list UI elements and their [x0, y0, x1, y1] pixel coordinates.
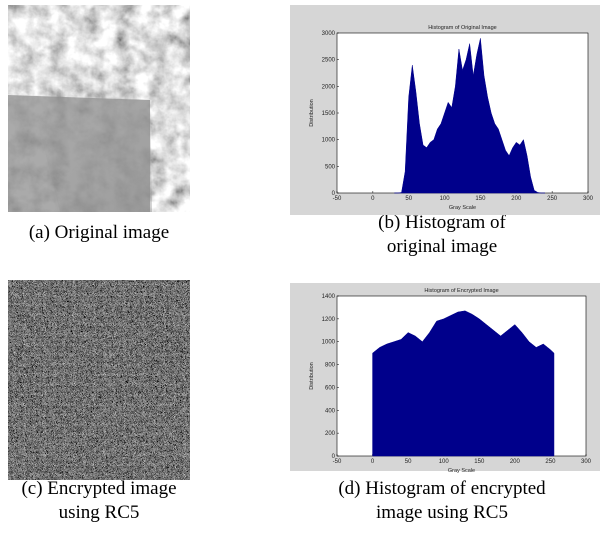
- y-tick-label: 2500: [322, 58, 336, 64]
- y-tick-label: 500: [325, 164, 336, 170]
- y-tick-label: 800: [325, 363, 336, 369]
- y-tick-label: 200: [325, 431, 336, 437]
- y-tick-label: 1200: [322, 317, 336, 323]
- caption: (a) Original image: [29, 222, 169, 243]
- histogram-panel: Histogram of Encrypted Image Gray Scale Di…: [290, 283, 600, 474]
- y-axis-label: Distribution: [309, 99, 315, 127]
- y-tick-label: 1000: [322, 138, 336, 144]
- caption: using RC5: [59, 502, 140, 523]
- x-tick-label: 150: [475, 196, 486, 202]
- encrypted-image: [8, 280, 190, 480]
- x-tick-label: 50: [405, 459, 412, 465]
- x-axis-label: Gray Scale: [449, 205, 476, 211]
- x-axis-label: Gray Scale: [448, 468, 475, 474]
- x-tick-label: 300: [583, 196, 594, 202]
- histogram-panel: Histogram of Original Image Gray Scale Dis…: [290, 5, 600, 215]
- x-tick-label: 250: [547, 196, 558, 202]
- figure: (a) Original image (b) Histogram of origin…: [0, 0, 611, 533]
- x-tick-label: 200: [510, 459, 521, 465]
- caption: (c) Encrypted image: [21, 478, 176, 499]
- x-tick-label: 100: [439, 459, 450, 465]
- y-tick-label: 2000: [322, 84, 336, 90]
- caption: image using RC5: [376, 502, 508, 523]
- x-tick-label: 200: [511, 196, 522, 202]
- x-tick-label: 100: [440, 196, 451, 202]
- y-tick-label: 600: [325, 385, 336, 391]
- original-image: [8, 5, 190, 212]
- y-tick-label: 1400: [322, 294, 336, 300]
- caption: original image: [387, 236, 497, 257]
- x-tick-label: 250: [545, 459, 556, 465]
- caption: (b) Histogram of: [378, 212, 506, 233]
- y-axis-label: Distribution: [309, 362, 315, 390]
- y-tick-label: 3000: [322, 31, 336, 37]
- y-tick-label: 400: [325, 408, 336, 414]
- y-tick-label: 1000: [322, 340, 336, 346]
- x-tick-label: 50: [405, 196, 412, 202]
- chart-title: Histogram of Encrypted Image: [424, 288, 498, 294]
- y-tick-label: 1500: [322, 111, 336, 117]
- caption: (d) Histogram of encrypted: [338, 478, 546, 499]
- x-tick-label: 150: [474, 459, 485, 465]
- x-tick-label: 300: [581, 459, 592, 465]
- chart-title: Histogram of Original Image: [428, 25, 496, 31]
